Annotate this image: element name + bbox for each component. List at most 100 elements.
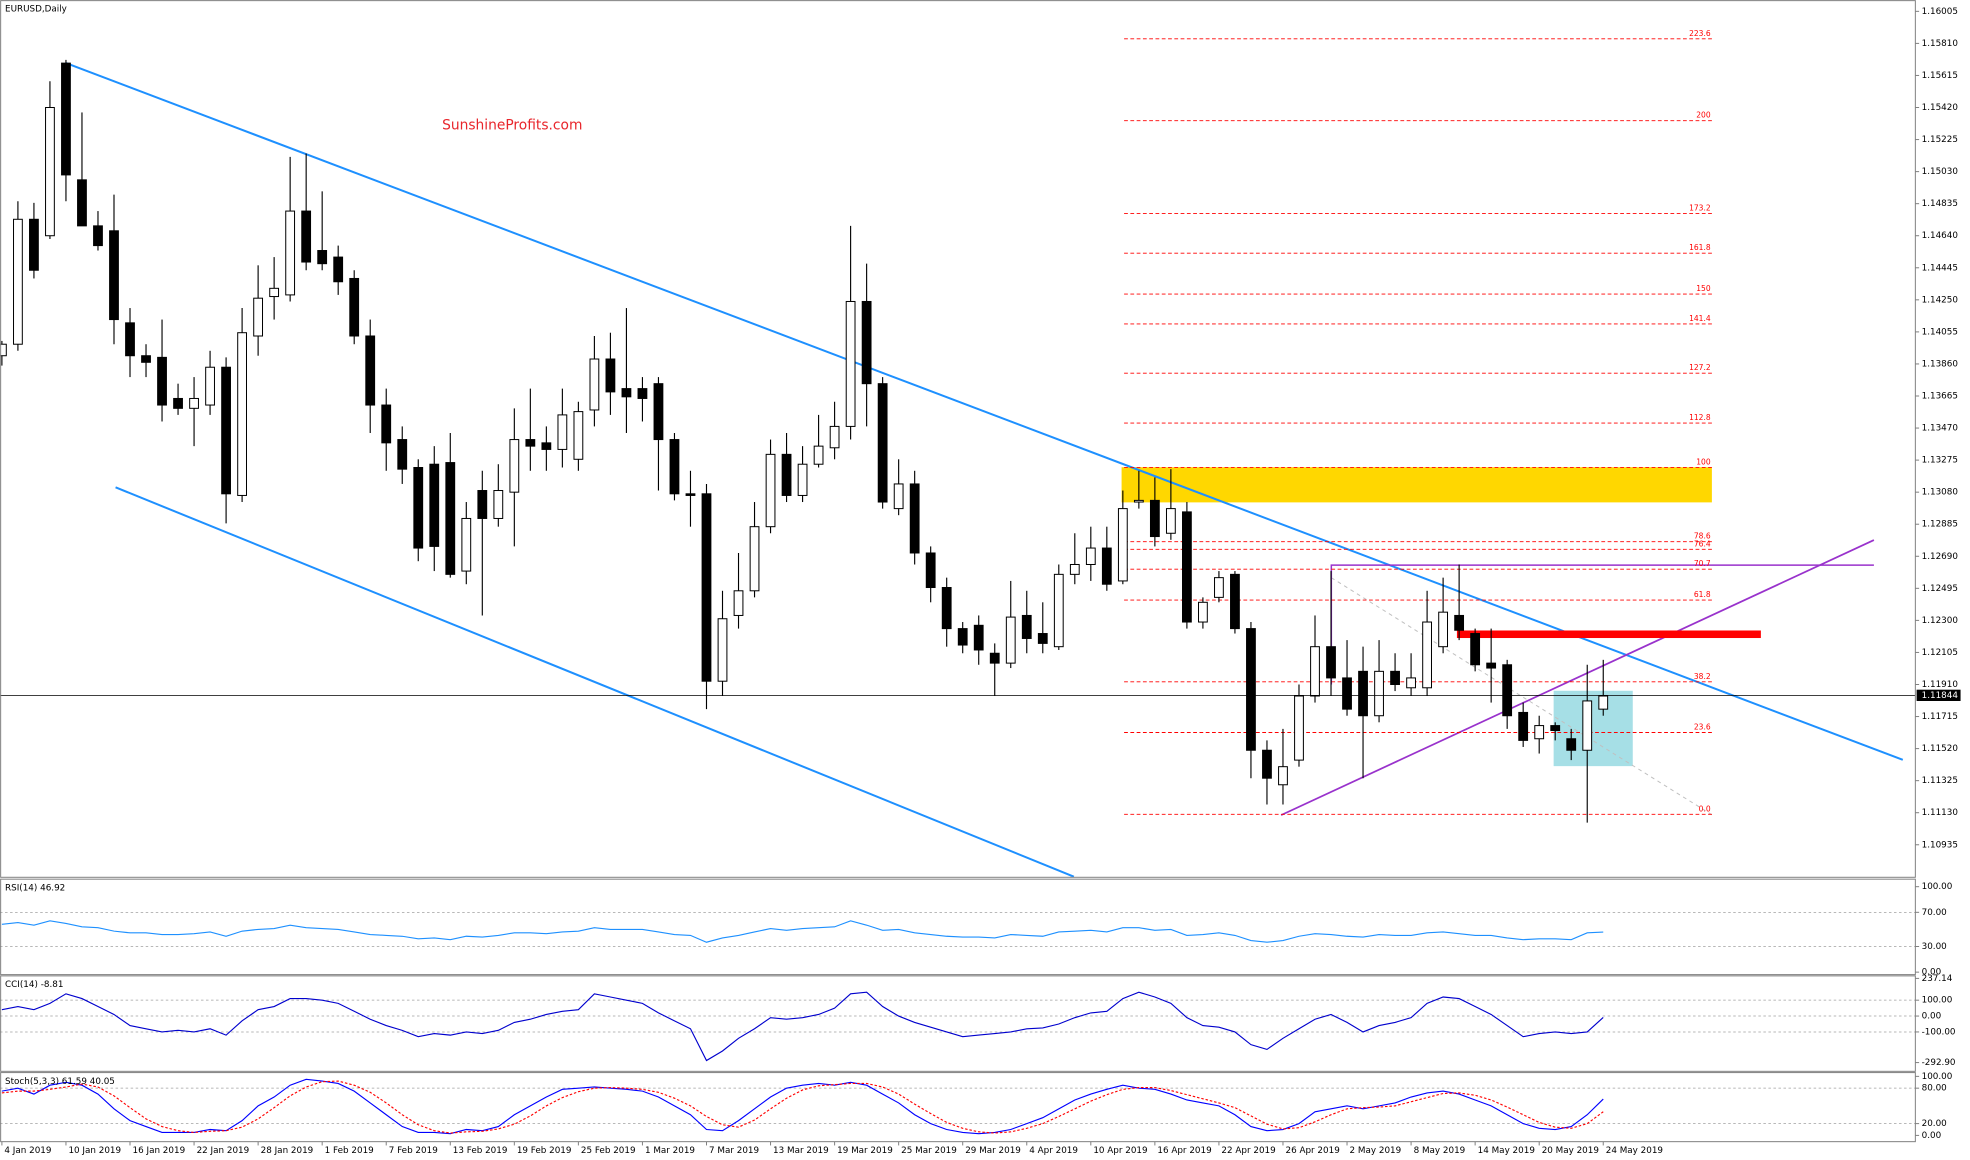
candle-body <box>1053 573 1064 648</box>
candle-body <box>925 552 936 589</box>
resistance-bar <box>1456 630 1761 639</box>
candle-body <box>573 411 584 460</box>
candle-body <box>717 618 728 682</box>
y-tick-label: 1.11715 <box>1922 712 1958 722</box>
candle-body <box>1165 508 1176 534</box>
candle-body <box>445 462 456 575</box>
y-tick-label: 0.00 <box>1922 1131 1942 1141</box>
y-tick-label: 1.13665 <box>1922 391 1958 401</box>
rsi-panel <box>0 878 1916 976</box>
y-tick-label: 100.00 <box>1922 996 1953 1006</box>
candle-body <box>1005 616 1016 664</box>
x-tick-label: 7 Mar 2019 <box>709 1146 759 1156</box>
candle-body <box>1117 508 1128 582</box>
x-tick-label: 25 Feb 2019 <box>581 1146 636 1156</box>
candle-body <box>1021 614 1032 639</box>
candle-body <box>317 250 328 265</box>
candle-body <box>893 483 904 510</box>
y-tick-label: 1.15030 <box>1922 167 1958 177</box>
y-tick-label: 0.00 <box>1922 1012 1942 1022</box>
candle-body <box>1454 614 1465 631</box>
x-tick-label: 16 Jan 2019 <box>133 1146 186 1156</box>
candle-body <box>493 490 504 519</box>
candle-body <box>701 493 712 682</box>
y-tick-label: 1.11130 <box>1922 808 1958 818</box>
candle-body <box>1534 725 1545 740</box>
candle-body <box>1198 601 1208 623</box>
y-tick-label: 1.13080 <box>1922 488 1958 498</box>
candle-body <box>93 225 103 247</box>
candle-body <box>749 526 760 592</box>
indicator-line <box>1 991 1604 1062</box>
candle-body <box>621 388 632 398</box>
frames <box>0 0 1916 1143</box>
candle-body <box>1342 677 1352 710</box>
main-panel <box>0 0 1916 878</box>
candle-body <box>1566 738 1577 751</box>
y-tick-label: -292.90 <box>1922 1058 1956 1068</box>
candle-body <box>845 300 856 427</box>
candle-body <box>237 332 248 496</box>
candle-body <box>253 297 264 337</box>
candle-body <box>61 62 71 176</box>
candle-body <box>1470 633 1481 666</box>
x-tick-label: 1 Mar 2019 <box>645 1146 695 1156</box>
candle-body <box>45 107 55 237</box>
candle-body <box>477 490 488 519</box>
candle-body <box>1502 664 1513 717</box>
candle-body <box>1486 662 1497 669</box>
y-tick-label: -100.00 <box>1922 1027 1956 1037</box>
candle-body <box>1037 633 1048 644</box>
candle-body <box>0 343 7 357</box>
candle-body <box>525 439 536 447</box>
candle-body <box>685 493 696 496</box>
y-tick-label: 100.00 <box>1922 1072 1953 1082</box>
candle-body <box>365 335 376 406</box>
y-tick-label: 1.14640 <box>1922 231 1958 241</box>
y-tick-label: 1.16005 <box>1922 7 1958 17</box>
candle-body <box>1390 670 1400 685</box>
x-tick-label: 10 Apr 2019 <box>1093 1146 1147 1156</box>
candle-body <box>1358 670 1368 717</box>
candle-body <box>1294 695 1304 761</box>
fib-label: 76.4 <box>1694 539 1711 548</box>
candle-body <box>269 287 280 298</box>
candle-body <box>877 383 888 503</box>
current-price-label: 1.11844 <box>1922 691 1959 701</box>
candle-body <box>1149 499 1160 538</box>
resistance-zone <box>1121 467 1712 503</box>
candle-body <box>1598 695 1609 710</box>
candle-body <box>669 439 680 495</box>
watermark: SunshineProfits.com <box>442 118 582 134</box>
candle-body <box>173 397 183 409</box>
fib-label: 61.8 <box>1694 590 1711 599</box>
x-tick-label: 29 Mar 2019 <box>965 1146 1021 1156</box>
x-tick-label: 2 May 2019 <box>1350 1146 1402 1156</box>
candle-body <box>221 366 231 495</box>
y-tick-label: 30.00 <box>1922 942 1947 952</box>
candle-body <box>1582 700 1593 751</box>
y-tick-label: 80.00 <box>1922 1084 1947 1094</box>
candle-body <box>957 628 968 646</box>
fib-label: 0.0 <box>1699 804 1711 813</box>
highlight-box <box>1553 690 1633 767</box>
candle-body <box>557 414 568 450</box>
y-tick-label: 1.11520 <box>1922 744 1958 754</box>
candle-body <box>29 218 39 271</box>
stoch-panel <box>0 1072 1916 1143</box>
fib-label: 70.7 <box>1694 559 1711 568</box>
y-tick-label: 1.11910 <box>1922 680 1958 690</box>
y-tick-label: 1.11325 <box>1922 776 1958 786</box>
channel-lower <box>115 486 1075 878</box>
candle-body <box>653 383 664 441</box>
candle-body <box>429 463 440 547</box>
candle-body <box>973 624 984 651</box>
indicator-line <box>1 920 1604 943</box>
channel-upper <box>64 61 1904 761</box>
candle-body <box>397 439 408 470</box>
x-tick-label: 10 Jan 2019 <box>68 1146 121 1156</box>
y-tick-label: 1.14250 <box>1922 295 1958 305</box>
x-tick-label: 4 Apr 2019 <box>1029 1146 1078 1156</box>
y-tick-label: 1.15615 <box>1922 71 1958 81</box>
